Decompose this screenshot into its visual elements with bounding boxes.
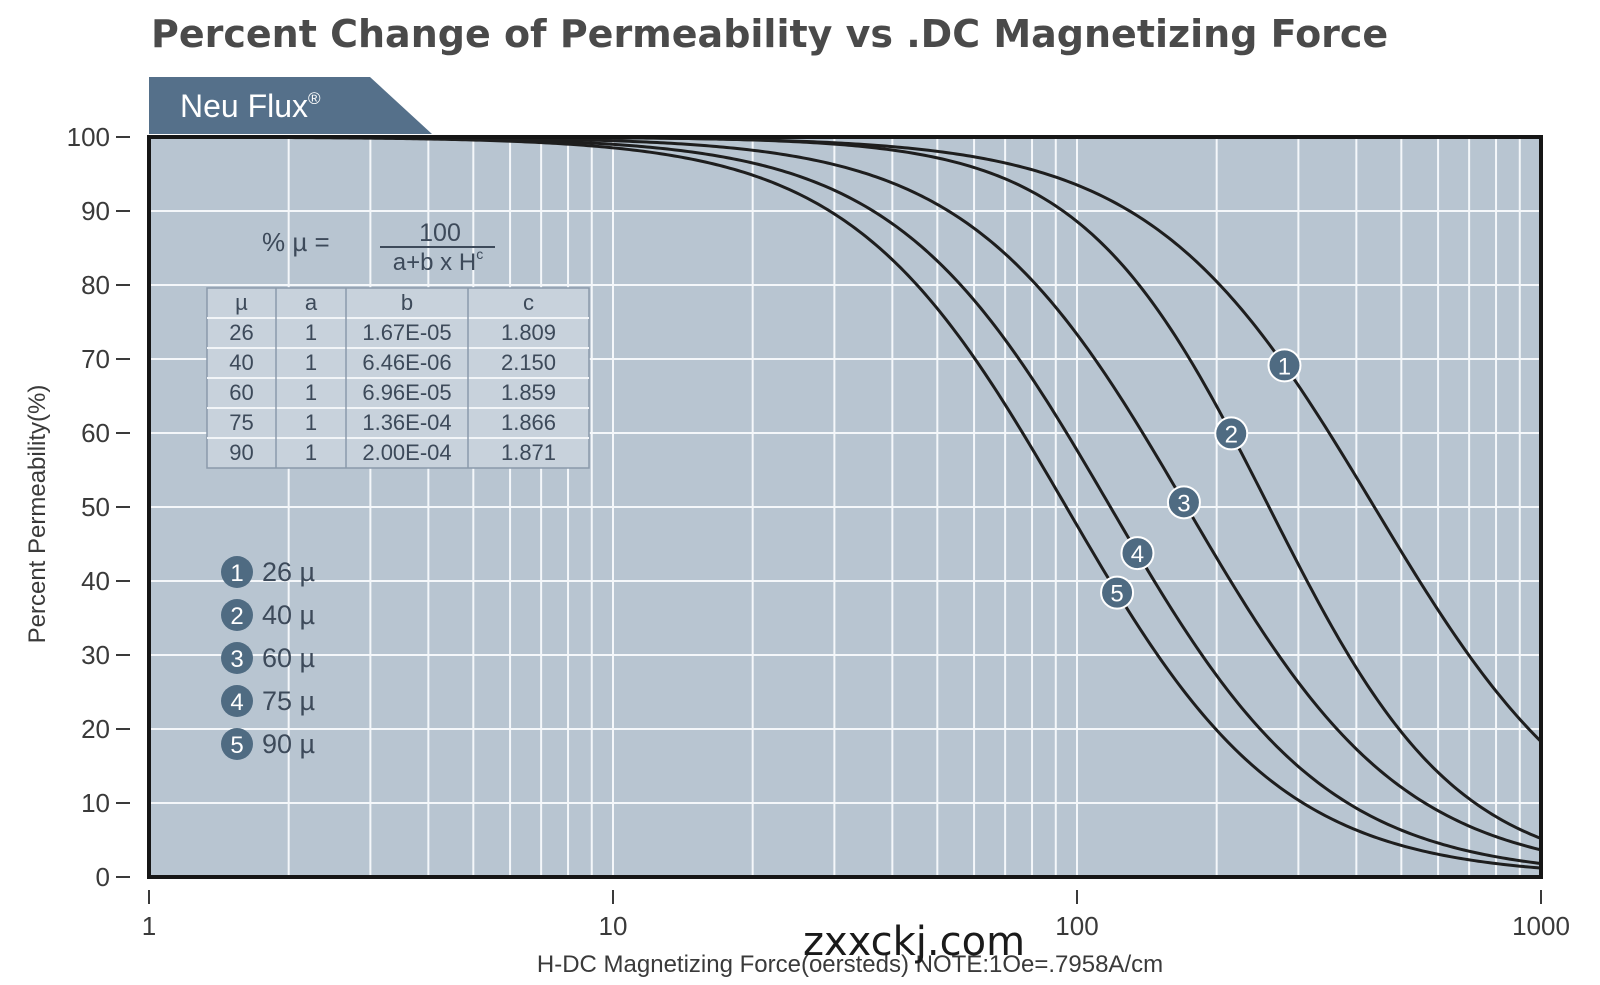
grid-lines [149, 137, 1541, 877]
y-tick-label: 100 [67, 122, 110, 152]
y-tick-label: 0 [96, 862, 110, 892]
legend-label: 75 µ [262, 686, 315, 716]
y-tick-label: 40 [81, 566, 110, 596]
series-marker-5: 5 [1100, 575, 1135, 610]
series-marker-number: 5 [1110, 581, 1123, 608]
legend-item-1: 1 26 µ [221, 556, 315, 588]
brand-banner: Neu Flux® [149, 77, 432, 134]
x-tick-label: 1000 [1512, 911, 1570, 941]
series-marker-3: 3 [1166, 485, 1201, 520]
legend-marker-number: 1 [230, 560, 243, 587]
table-cell: 1 [305, 350, 317, 375]
y-tick-label: 70 [81, 344, 110, 374]
series-marker-number: 2 [1225, 421, 1238, 448]
x-tick-label: 100 [1055, 911, 1098, 941]
legend-marker-number: 3 [230, 646, 243, 673]
y-axis: 0 10 20 30 40 50 60 70 80 90 100 [67, 122, 130, 892]
table-cell: 40 [229, 350, 253, 375]
legend-marker-circle [221, 685, 253, 717]
table-cell: 1.866 [501, 410, 556, 435]
formula-numerator: 100 [419, 219, 461, 247]
table-cell: 1 [305, 380, 317, 405]
table-cell: 2.00E-04 [362, 440, 451, 465]
series-marker-circle [1166, 485, 1201, 520]
legend-marker-circle [221, 642, 253, 674]
y-axis-label: Percent Permeability(%) [24, 385, 51, 644]
table-header-cell: µ [235, 290, 248, 315]
y-tick-label: 10 [81, 788, 110, 818]
x-axis-label: H-DC Magnetizing Force(oersteds) NOTE:1O… [537, 951, 1163, 978]
x-axis: 1 10 100 1000 [142, 890, 1570, 941]
table-cell: 26 [229, 320, 253, 345]
table-cell: 2.150 [501, 350, 556, 375]
legend-label: 90 µ [262, 729, 315, 759]
y-tick-label: 80 [81, 270, 110, 300]
table-cell: 1.809 [501, 320, 556, 345]
y-tick-label: 20 [81, 714, 110, 744]
chart-title: Percent Change of Permeability vs .DC Ma… [151, 12, 1388, 56]
legend-item-5: 5 90 µ [221, 728, 315, 760]
series-marker-circle [1100, 575, 1135, 610]
brand-registered-mark: ® [308, 89, 321, 108]
table-cell: 1.871 [501, 440, 556, 465]
table-cell: 90 [229, 440, 253, 465]
x-tick-label: 10 [599, 911, 628, 941]
watermark: zxxckj.com [803, 919, 1025, 965]
legend-item-2: 2 40 µ [221, 599, 315, 631]
table-cell: 6.46E-06 [362, 350, 451, 375]
table-cell: 75 [229, 410, 253, 435]
svg-text:a+b x Hc: a+b x Hc [393, 246, 483, 276]
table-cell: 6.96E-05 [362, 380, 451, 405]
table-cell: 1 [305, 410, 317, 435]
plot-frame [147, 135, 1543, 879]
series-marker-circle [1120, 536, 1155, 571]
formula-exponent: c [476, 246, 483, 262]
brand-banner-shape [149, 77, 432, 134]
x-tick-label: 1 [142, 911, 156, 941]
formula: % µ = 100 a+b x Hc [262, 219, 495, 276]
series-marker-2: 2 [1214, 416, 1249, 451]
series-marker-1: 1 [1267, 348, 1302, 383]
legend-marker-circle [221, 728, 253, 760]
svg-text:Neu Flux®: Neu Flux® [180, 88, 321, 124]
legend-marker-circle [221, 599, 253, 631]
coefficient-table: µ a b c 26 1 1.67E-05 1.809 40 1 6.46E-06 2.150 60 1 6… [206, 287, 590, 469]
series-marker-number: 4 [1131, 541, 1144, 568]
series-marker-number: 3 [1177, 490, 1190, 517]
table-cell: 1 [305, 320, 317, 345]
series-marker-number: 1 [1278, 353, 1291, 380]
table-header-cell: c [523, 290, 534, 315]
legend-label: 40 µ [262, 600, 315, 630]
legend-marker-number: 5 [230, 732, 243, 759]
table-cell: 1.36E-04 [362, 410, 451, 435]
y-tick-label: 50 [81, 492, 110, 522]
legend-label: 26 µ [262, 557, 315, 587]
legend-label: 60 µ [262, 643, 315, 673]
y-tick-label: 60 [81, 418, 110, 448]
legend-marker-number: 2 [230, 603, 243, 630]
table-cell: 1.67E-05 [362, 320, 451, 345]
formula-lhs: % µ = [262, 227, 330, 257]
series-marker-circle [1267, 348, 1302, 383]
formula-denominator: a+b x H [393, 249, 476, 276]
table-cell: 1.859 [501, 380, 556, 405]
table-header-cell: b [401, 290, 413, 315]
legend-item-4: 4 75 µ [221, 685, 315, 717]
table-header-cell: a [305, 290, 318, 315]
table-cell: 60 [229, 380, 253, 405]
legend-marker-circle [221, 556, 253, 588]
legend-item-3: 3 60 µ [221, 642, 315, 674]
series-marker-circle [1214, 416, 1249, 451]
y-tick-label: 90 [81, 196, 110, 226]
y-tick-label: 30 [81, 640, 110, 670]
brand-name: Neu Flux [180, 88, 308, 124]
table-cell: 1 [305, 440, 317, 465]
legend: 1 26 µ 2 40 µ 3 60 µ 4 75 µ 5 90 µ [221, 556, 315, 760]
series-marker-4: 4 [1120, 536, 1155, 571]
series-markers: 1 2 3 45 [1100, 348, 1302, 610]
legend-marker-number: 4 [230, 689, 243, 716]
